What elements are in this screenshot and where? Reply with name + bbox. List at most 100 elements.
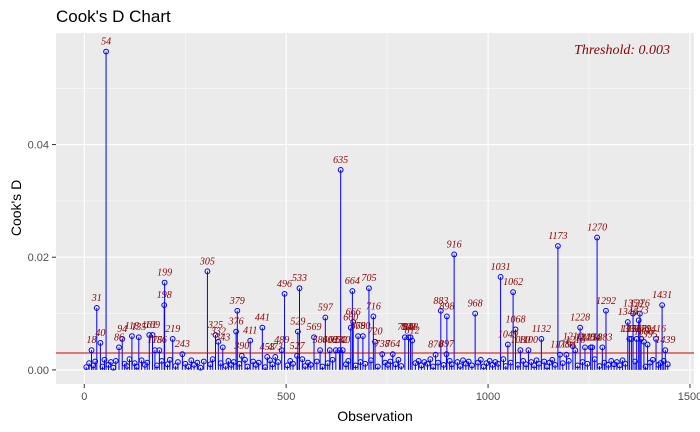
data-point (197, 364, 204, 371)
data-point (591, 356, 598, 363)
x-tick-label: 0 (81, 391, 87, 403)
data-point (112, 358, 119, 364)
influential-point (405, 334, 412, 341)
influential-point (370, 313, 377, 320)
influential-point (281, 290, 288, 297)
data-point (579, 359, 586, 365)
data-point (225, 358, 232, 364)
point-label: 1373 (629, 305, 649, 316)
point-label: 1068 (506, 314, 526, 325)
point-label: 738 (375, 339, 390, 350)
chart-title: Cook's D Chart (56, 7, 171, 26)
data-point (418, 362, 425, 369)
data-point (619, 357, 626, 364)
data-point (574, 362, 581, 369)
influential-point (278, 347, 285, 354)
point-label: 632 (332, 335, 347, 346)
point-label: 640 (335, 335, 350, 346)
influential-point (636, 310, 643, 317)
data-point (605, 361, 612, 368)
point-label: 325 (207, 320, 223, 331)
point-label: 1258 (582, 332, 602, 343)
influential-point (603, 307, 609, 314)
point-label: 1049 (498, 330, 518, 341)
data-point (448, 361, 455, 368)
data-point (207, 361, 214, 368)
influential-point (97, 339, 104, 346)
influential-point (641, 338, 647, 345)
influential-point (88, 347, 95, 354)
point-label: 379 (229, 296, 245, 307)
point-label: 94 (117, 324, 127, 335)
point-label: 870 (428, 340, 443, 351)
data-point (182, 360, 189, 367)
data-point (552, 361, 558, 368)
point-label: 1386 (634, 327, 654, 338)
influential-point (510, 289, 516, 296)
influential-point (339, 347, 346, 354)
influential-point (161, 279, 168, 286)
point-label: 1254 (581, 332, 601, 343)
data-point (632, 358, 638, 365)
data-point (83, 364, 90, 370)
data-point (559, 360, 566, 367)
point-label: 441 (255, 313, 270, 324)
influential-point (116, 344, 122, 351)
data-point (194, 359, 201, 366)
influential-point (644, 341, 651, 348)
influential-point (156, 347, 163, 354)
data-point (536, 360, 542, 367)
point-label: 529 (290, 317, 305, 328)
point-label: 898 (439, 301, 454, 312)
influential-point (272, 354, 279, 360)
data-point (430, 363, 437, 370)
influential-point (572, 347, 579, 354)
point-label: 169 (145, 320, 160, 331)
point-label: 1173 (548, 231, 567, 242)
point-label: 623 (328, 335, 343, 346)
influential-point (437, 307, 444, 314)
influential-point (219, 344, 226, 351)
influential-point (626, 336, 633, 342)
data-point (457, 363, 464, 369)
influential-point (451, 251, 458, 258)
influential-point (504, 341, 511, 348)
influential-point (336, 347, 343, 354)
point-label: 883 (433, 296, 448, 307)
y-tick-label: 0.00 (28, 365, 49, 377)
data-point (133, 363, 140, 370)
point-label: 968 (468, 299, 483, 310)
point-label: 1270 (587, 223, 607, 234)
point-label: 1355 (621, 324, 641, 335)
point-label: 764 (385, 339, 400, 350)
point-label: 533 (292, 273, 307, 284)
influential-point (372, 338, 378, 345)
data-point (242, 356, 248, 363)
influential-point (247, 337, 254, 344)
data-point (480, 363, 487, 370)
point-label: 808 (403, 322, 418, 333)
data-point (357, 359, 364, 365)
influential-point (379, 351, 386, 358)
point-label: 1439 (655, 335, 675, 346)
point-label: 916 (447, 239, 462, 250)
influential-point (443, 313, 450, 320)
point-label: 496 (277, 279, 292, 290)
data-point (124, 363, 130, 369)
influential-point (407, 334, 414, 341)
point-label: 1100 (519, 335, 538, 346)
data-point (507, 359, 514, 366)
data-point (492, 359, 499, 365)
y-axis-title: Cook's D (8, 180, 24, 236)
influential-point (179, 351, 186, 358)
influential-point (359, 333, 366, 340)
point-label: 1132 (532, 324, 551, 335)
data-point (329, 356, 336, 363)
point-label: 690 (355, 321, 370, 332)
influential-point (409, 337, 416, 344)
data-point (520, 358, 527, 364)
point-label: 343 (214, 332, 230, 343)
influential-point (264, 354, 271, 360)
data-point (345, 358, 352, 364)
data-point (460, 357, 466, 364)
